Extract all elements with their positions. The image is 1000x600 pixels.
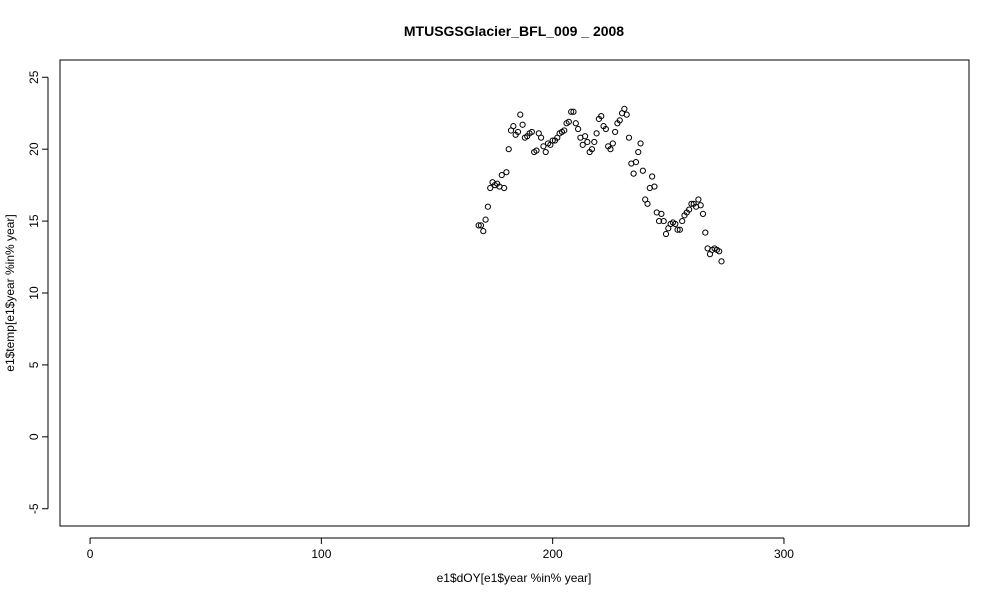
data-point xyxy=(570,108,577,115)
data-point xyxy=(660,217,667,225)
data-point xyxy=(674,226,681,233)
data-point xyxy=(651,183,658,190)
data-point xyxy=(637,140,644,147)
data-point xyxy=(658,210,665,217)
data-point xyxy=(480,228,487,235)
plot-frame xyxy=(59,59,970,527)
data-point xyxy=(607,146,614,153)
data-point xyxy=(575,125,582,133)
data-point xyxy=(579,141,586,148)
data-point xyxy=(718,258,725,265)
data-point xyxy=(676,226,683,233)
y-tick-label: -5 xyxy=(27,503,41,514)
y-tick-label: 10 xyxy=(27,286,41,300)
data-point xyxy=(655,217,663,225)
data-point xyxy=(503,169,510,176)
data-point xyxy=(588,146,596,153)
data-point xyxy=(616,117,623,124)
x-axis-label: e1$dOY[e1$year %in% year] xyxy=(437,571,592,585)
y-tick-label: 0 xyxy=(27,433,41,440)
data-point xyxy=(644,200,651,207)
y-tick-label: 25 xyxy=(27,70,41,84)
x-tick-label: 100 xyxy=(311,547,331,561)
data-point xyxy=(565,118,572,125)
data-point xyxy=(623,111,630,118)
data-point xyxy=(584,138,591,146)
data-point xyxy=(540,143,547,150)
data-point xyxy=(630,170,637,177)
x-tick-label: 200 xyxy=(543,547,563,561)
data-point xyxy=(699,210,707,217)
y-axis: -5 0 5 10 15 20 25 xyxy=(27,70,49,514)
data-point xyxy=(598,112,605,120)
data-point xyxy=(475,222,482,229)
data-point xyxy=(561,127,568,134)
data-point xyxy=(500,184,508,192)
data-point xyxy=(477,222,485,229)
x-axis: 0 100 200 300 xyxy=(87,537,794,561)
data-point xyxy=(514,128,522,136)
data-point xyxy=(635,148,642,156)
data-point xyxy=(498,171,505,179)
data-point xyxy=(688,200,695,207)
data-point xyxy=(519,121,526,128)
data-point xyxy=(517,111,524,118)
data-point xyxy=(487,184,494,192)
data-point xyxy=(482,216,489,223)
y-tick-label: 15 xyxy=(27,214,41,228)
chart-title: MTUSGSGlacier_BFL_009 _ 2008 xyxy=(404,23,624,39)
x-tick-label: 0 xyxy=(87,547,94,561)
data-point xyxy=(505,146,512,153)
data-point xyxy=(716,248,723,255)
data-point xyxy=(662,230,670,238)
data-point xyxy=(625,134,633,141)
x-tick-label: 300 xyxy=(774,547,794,561)
data-point xyxy=(593,130,600,137)
data-point xyxy=(568,108,575,115)
data-point xyxy=(695,196,702,203)
y-tick-label: 20 xyxy=(27,142,41,156)
data-point xyxy=(542,148,549,156)
data-point xyxy=(581,133,589,140)
data-point xyxy=(697,202,704,209)
data-point xyxy=(612,128,619,136)
data-points xyxy=(475,105,725,265)
data-point xyxy=(649,173,656,180)
data-point xyxy=(537,134,545,141)
data-point xyxy=(632,159,640,166)
data-point xyxy=(702,229,709,236)
data-point xyxy=(609,140,616,147)
data-point xyxy=(621,105,628,113)
data-point xyxy=(686,206,693,213)
data-point xyxy=(602,125,609,133)
data-point xyxy=(639,167,646,174)
data-point xyxy=(533,147,540,154)
data-point xyxy=(528,128,535,136)
y-tick-label: 5 xyxy=(27,361,41,368)
data-point xyxy=(672,220,679,228)
data-point xyxy=(572,120,579,127)
y-axis-label: e1$temp[e1$year %in% year] xyxy=(3,214,17,371)
data-point xyxy=(510,123,517,130)
data-point xyxy=(679,217,686,225)
data-point xyxy=(549,137,556,144)
data-point xyxy=(484,203,492,210)
data-point xyxy=(591,138,598,146)
